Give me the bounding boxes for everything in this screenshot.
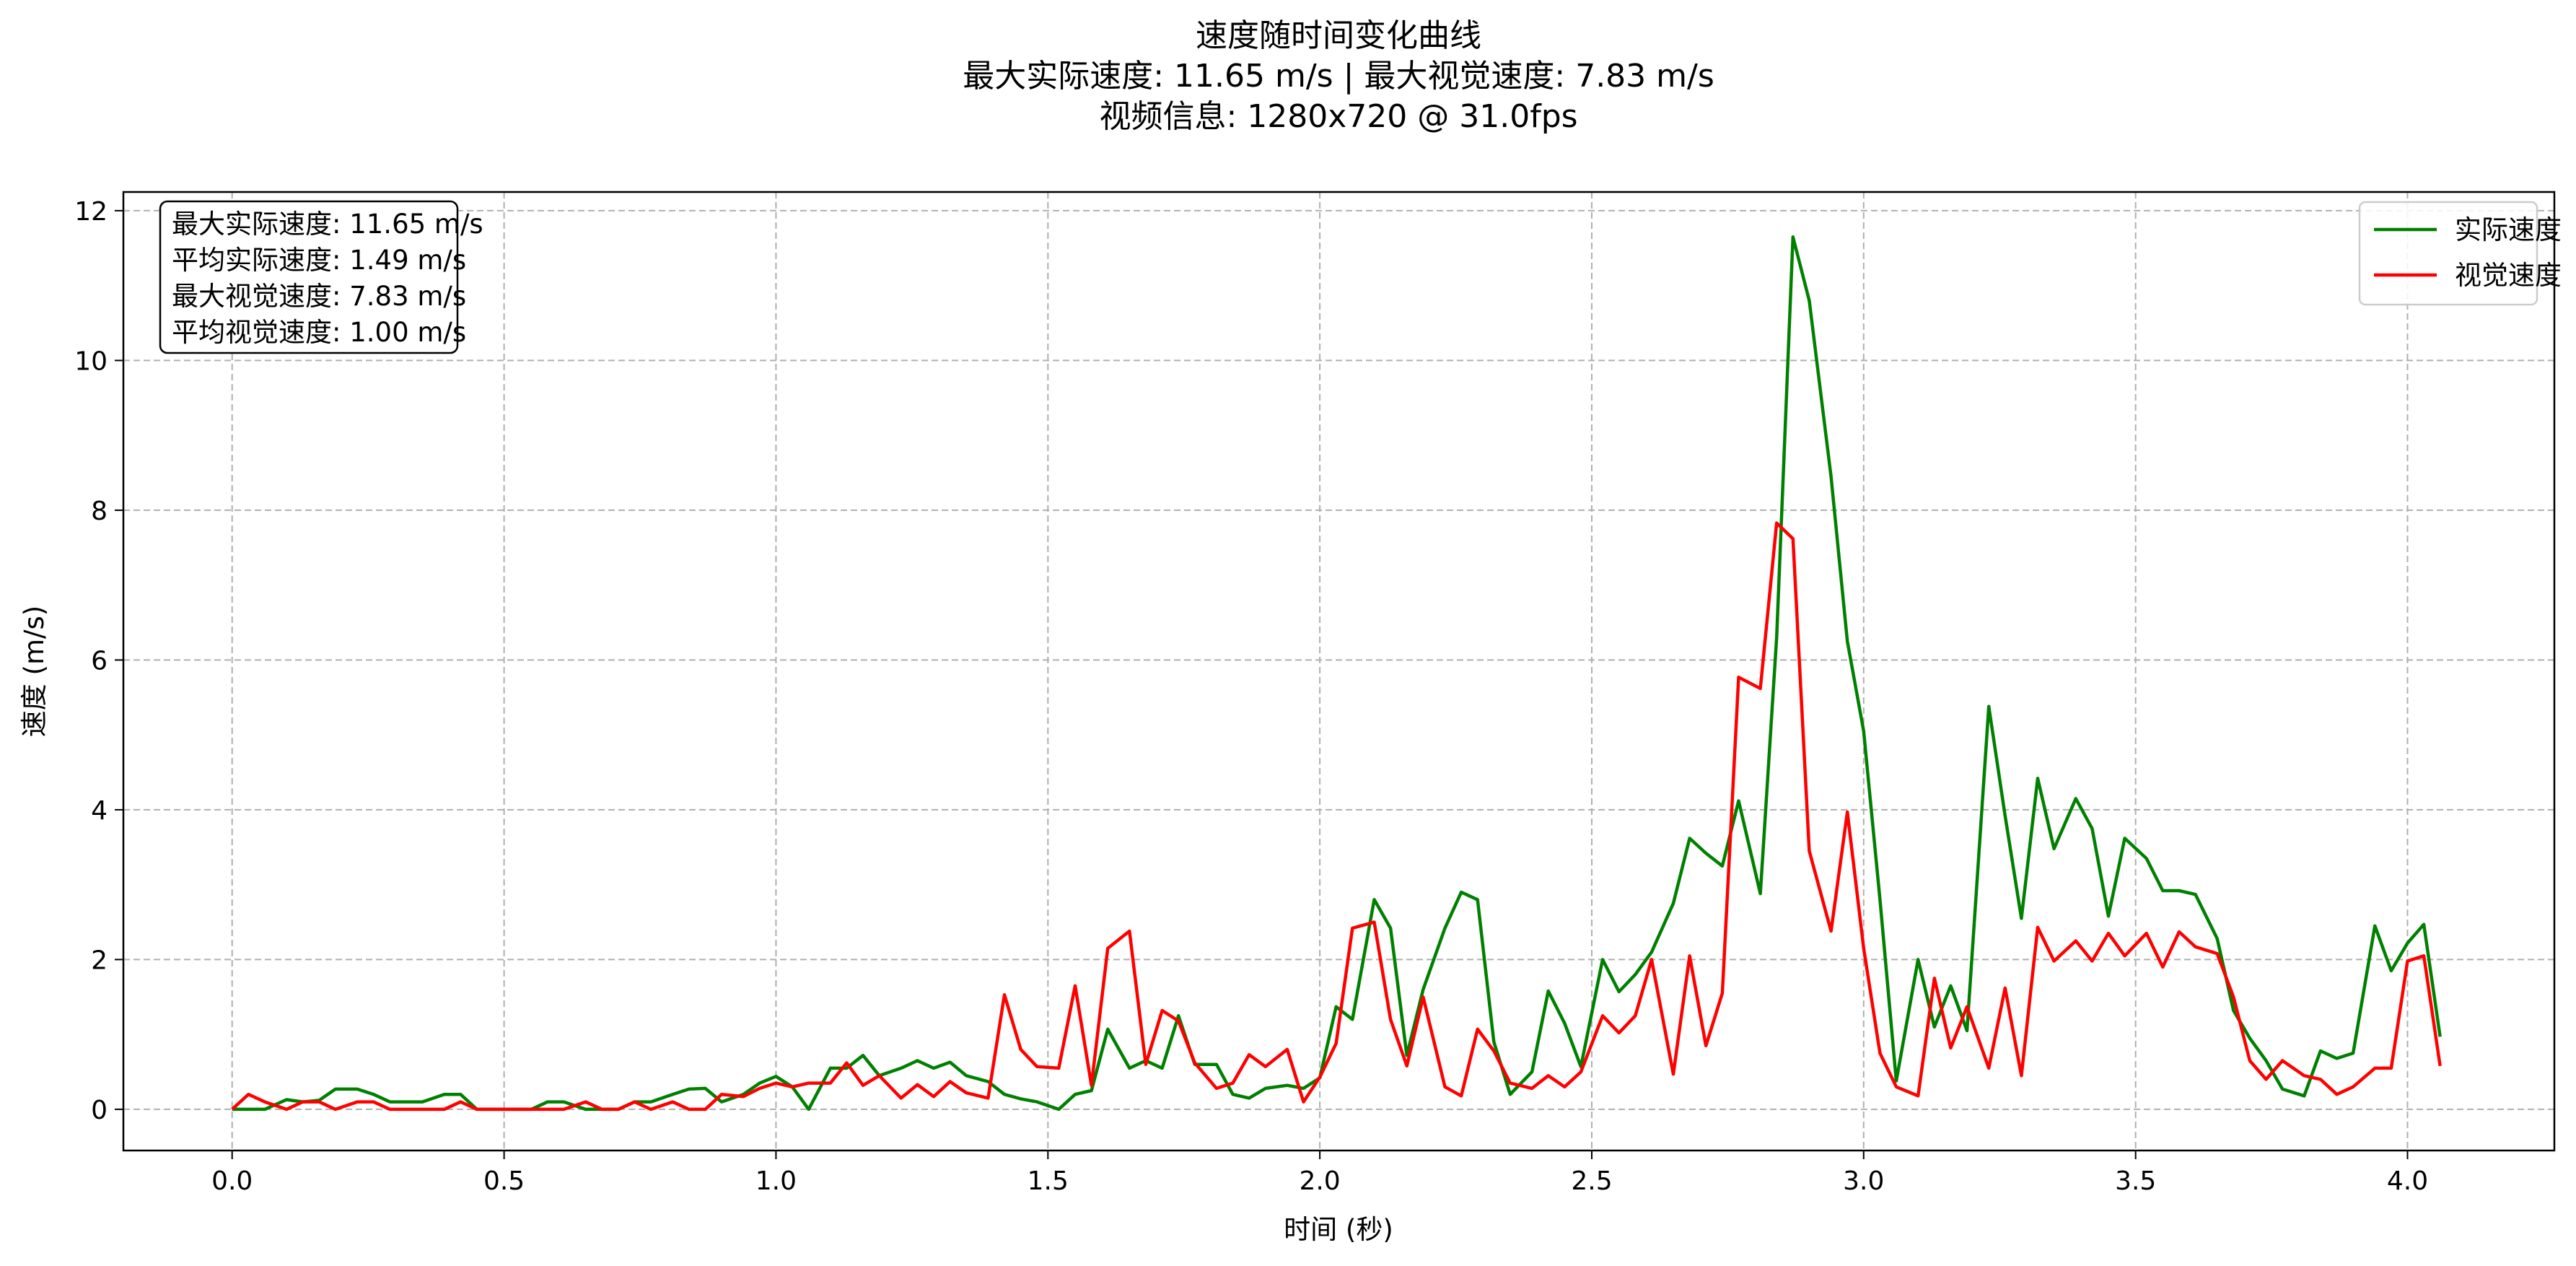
info-box: 最大实际速度: 11.65 m/s 平均实际速度: 1.49 m/s 最大视觉速…: [159, 200, 483, 354]
y-axis-ticks: 0 2 4 6 8 10 12: [74, 197, 123, 1125]
x-tick-label: 2.5: [1571, 1166, 1612, 1196]
info-avg-actual: 平均实际速度: 1.49 m/s: [172, 245, 466, 276]
chart-title-line-1: 速度随时间变化曲线: [1196, 17, 1481, 54]
info-avg-visual: 平均视觉速度: 1.00 m/s: [172, 317, 466, 348]
x-tick-label: 3.5: [2115, 1166, 2156, 1196]
info-max-visual: 最大视觉速度: 7.83 m/s: [172, 281, 466, 312]
y-axis-label: 速度 (m/s): [19, 606, 50, 737]
y-tick-label: 2: [91, 946, 108, 975]
x-tick-label: 4.0: [2387, 1166, 2428, 1196]
y-tick-label: 10: [74, 346, 108, 376]
legend-frame: [2358, 201, 2538, 306]
grid: [123, 192, 2554, 1151]
x-tick-label: 0.0: [211, 1166, 253, 1196]
legend: 实际速度 视觉速度: [2358, 201, 2562, 306]
x-tick-label: 1.5: [1028, 1166, 1069, 1196]
x-tick-label: 3.0: [1843, 1166, 1884, 1196]
y-tick-label: 12: [74, 197, 108, 227]
series-layer: [231, 235, 2442, 1112]
x-tick-label: 1.0: [755, 1166, 797, 1196]
chart-title-line-2: 最大实际速度: 11.65 m/s | 最大视觉速度: 7.83 m/s: [963, 58, 1714, 95]
legend-label-visual: 视觉速度: [2455, 260, 2562, 291]
y-tick-label: 8: [91, 497, 108, 526]
series-line-visual: [231, 521, 2442, 1112]
chart-title: 速度随时间变化曲线 最大实际速度: 11.65 m/s | 最大视觉速度: 7.…: [963, 17, 1714, 135]
info-box-frame: [159, 200, 459, 354]
y-tick-label: 6: [91, 646, 108, 676]
legend-label-actual: 实际速度: [2455, 214, 2562, 245]
chart-title-line-3: 视频信息: 1280x720 @ 31.0fps: [1099, 98, 1577, 135]
x-tick-label: 2.0: [1299, 1166, 1340, 1196]
info-max-actual: 最大实际速度: 11.65 m/s: [172, 209, 483, 240]
x-axis-label: 时间 (秒): [1284, 1214, 1393, 1245]
plot-frame: [122, 191, 2556, 1152]
y-tick-label: 4: [91, 796, 108, 826]
x-axis-ticks: 0.0 0.5 1.0 1.5 2.0 2.5 3.0 3.5 4.0: [211, 1151, 2428, 1196]
y-tick-label: 0: [91, 1096, 108, 1125]
x-tick-label: 0.5: [483, 1166, 525, 1196]
